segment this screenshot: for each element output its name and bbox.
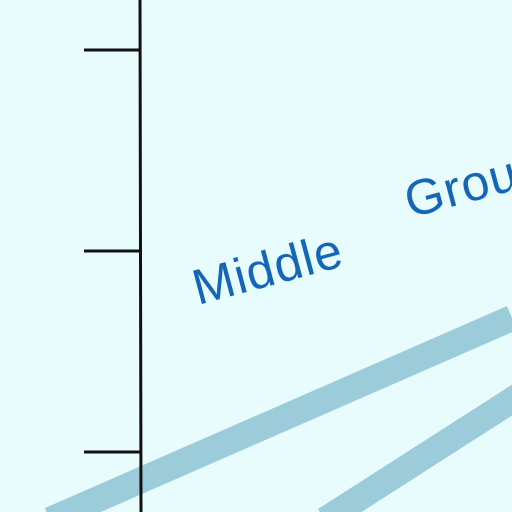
road-band-upper (44, 306, 512, 512)
road-bands (44, 306, 512, 512)
axis (84, 0, 143, 512)
road-band-lower (317, 384, 512, 512)
axis-line (138, 0, 143, 512)
